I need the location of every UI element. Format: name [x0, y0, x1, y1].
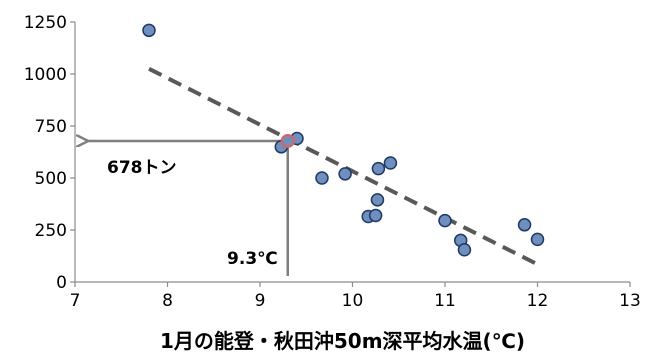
- x-axis-label: 1月の能登・秋田沖50m深平均水温(℃): [160, 329, 525, 353]
- data-point: [383, 156, 398, 170]
- data-point: [371, 161, 386, 176]
- x-tick-label: 11: [434, 291, 456, 311]
- y-tick-label: 750: [35, 117, 67, 137]
- data-point: [530, 232, 545, 247]
- data-point: [517, 218, 532, 232]
- y-tick-label: 1250: [24, 13, 67, 33]
- x-tick-label: 9: [255, 291, 266, 311]
- x-tick-label: 7: [70, 291, 81, 311]
- x-tick-label: 8: [162, 291, 173, 311]
- data-point: [338, 167, 352, 181]
- y-tick-label: 500: [35, 169, 67, 189]
- y-tick-label: 1000: [24, 65, 67, 85]
- trendline-layer: [148, 67, 539, 267]
- data-point: [457, 243, 472, 257]
- axes-layer: 0 250 500 750 1000 1250 7 8 9 10 11 12 13: [24, 13, 641, 311]
- annotation-layer: [87, 141, 289, 276]
- y-value-annotation-label: 678トン: [107, 158, 177, 178]
- x-tick-label: 10: [342, 291, 364, 311]
- x-value-annotation-label: 9.3℃: [227, 249, 278, 269]
- y-tick-label: 0: [56, 273, 67, 293]
- highlighted-data-point: [280, 133, 295, 148]
- data-points-layer: [142, 23, 545, 257]
- x-tick-label: 13: [619, 291, 641, 311]
- data-point: [438, 213, 452, 228]
- x-tick-label: 12: [527, 291, 549, 311]
- data-point: [368, 208, 383, 223]
- data-point: [370, 193, 385, 207]
- trendline: [148, 67, 539, 267]
- data-point: [142, 23, 156, 38]
- y-tick-label: 250: [35, 221, 67, 241]
- text-layer: 678トン 9.3℃ 1月の能登・秋田沖50m深平均水温(℃): [107, 158, 525, 353]
- data-point: [315, 171, 329, 185]
